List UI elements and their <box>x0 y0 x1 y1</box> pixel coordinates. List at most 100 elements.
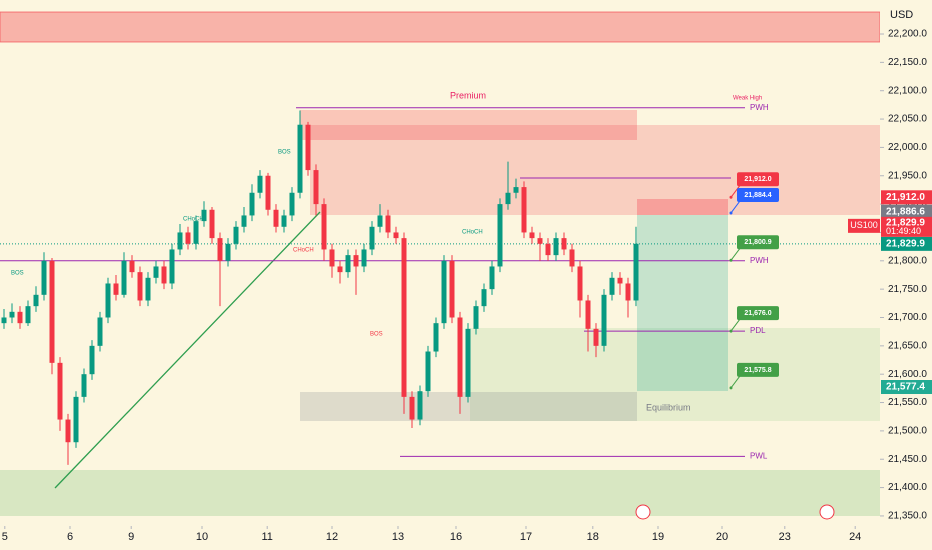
candle-body <box>609 277 615 295</box>
level-label: PWL <box>750 452 768 461</box>
candle-body <box>1 317 7 324</box>
candle-body <box>305 124 311 171</box>
candle-body <box>537 238 543 244</box>
candle-body <box>209 209 215 239</box>
candle-body <box>153 266 159 278</box>
candle-body <box>593 328 599 346</box>
candle-body <box>433 323 439 352</box>
candle-body <box>201 209 207 222</box>
candle-body <box>241 215 247 227</box>
candle-body <box>121 260 127 295</box>
currency: USD <box>890 9 913 21</box>
candle-body <box>353 255 359 267</box>
candle-body <box>473 306 479 329</box>
x-tick-label: 16 <box>450 531 462 543</box>
axis-price-label: 21,886.6 <box>886 206 925 217</box>
candle-body <box>297 124 303 193</box>
current-badge <box>881 216 932 237</box>
candle-body <box>345 255 351 273</box>
candle-body <box>9 311 15 318</box>
candle-body <box>553 238 559 256</box>
box-pointer <box>730 200 741 214</box>
candle-body <box>361 249 367 267</box>
x-tick-label: 11 <box>261 531 272 543</box>
candle-body <box>425 351 431 392</box>
candle-body <box>449 260 455 318</box>
annotation: Weak High <box>733 96 762 102</box>
event-icon[interactable] <box>819 504 835 520</box>
level-box-label: 21,575.8 <box>744 367 771 374</box>
x-tick-label: 17 <box>520 531 532 543</box>
y-tick-label: 21,500.0 <box>888 426 927 437</box>
annotation: BOS <box>370 332 383 338</box>
candle-body <box>337 266 343 273</box>
level-label: PWH <box>750 256 769 265</box>
level-label: PWH <box>750 103 769 112</box>
y-tick-label: 21,800.0 <box>888 255 927 266</box>
annotation: CHoCH <box>293 248 314 254</box>
y-tick-label: 21,650.0 <box>888 340 927 351</box>
annotation: BOS <box>278 150 291 156</box>
candle-body <box>137 272 143 301</box>
price-axis <box>880 0 932 550</box>
candle-body <box>225 243 231 261</box>
candle-body <box>441 260 447 324</box>
y-tick-label: 21,700.0 <box>888 312 927 323</box>
box-pointer <box>730 318 741 332</box>
level-box <box>737 362 779 377</box>
candle-body <box>409 396 415 420</box>
order-block <box>300 110 637 140</box>
y-tick-label: 22,050.0 <box>888 114 927 125</box>
candle-body <box>561 238 567 250</box>
candle-body <box>281 215 287 227</box>
box-anchor <box>729 329 733 333</box>
current-price: 21,829.9 <box>886 217 925 228</box>
candle-body <box>193 221 199 244</box>
axis-price-box <box>881 190 932 205</box>
supply-zone <box>0 11 881 43</box>
candle-body <box>457 317 463 397</box>
candle-body <box>401 238 407 397</box>
candle-body <box>73 396 79 443</box>
candle-body <box>417 391 423 420</box>
countdown: 01:49:40 <box>886 226 921 236</box>
symbol-badge <box>848 218 880 233</box>
level-box <box>737 235 779 250</box>
y-tick-label: 22,100.0 <box>888 85 927 96</box>
candle-body <box>81 374 87 397</box>
y-tick-label: 21,950.0 <box>888 170 927 181</box>
level-box-label: 21,676.0 <box>744 310 771 317</box>
candle-body <box>105 283 111 318</box>
y-tick-label: 22,000.0 <box>888 142 927 153</box>
box-pointer <box>730 185 741 198</box>
candle-body <box>329 249 335 267</box>
y-tick-label: 22,150.0 <box>888 57 927 68</box>
candle-body <box>313 170 319 205</box>
candle-body <box>625 283 631 301</box>
candle-body <box>545 243 551 256</box>
stop-zone <box>637 199 728 215</box>
axis-price-label: 21,829.9 <box>886 238 925 249</box>
candle-body <box>377 215 383 227</box>
candle-body <box>185 232 191 244</box>
x-tick-label: 23 <box>779 531 791 543</box>
candle-body <box>497 204 503 267</box>
box-anchor <box>729 195 733 199</box>
candle-body <box>569 249 575 267</box>
level-label: PDL <box>750 326 766 335</box>
candle-body <box>633 243 639 301</box>
premium-zone <box>310 125 880 215</box>
x-tick-label: 24 <box>849 531 861 543</box>
candle-body <box>113 283 119 295</box>
candle-body <box>481 289 487 307</box>
discount-zone <box>470 328 880 421</box>
event-icon[interactable] <box>635 504 651 520</box>
candle-body <box>169 249 175 284</box>
candle-body <box>505 192 511 205</box>
candle-body <box>257 175 263 193</box>
candle-body <box>217 238 223 261</box>
y-tick-label: 22,200.0 <box>888 29 927 40</box>
symbol: US100 <box>850 220 878 230</box>
box-pointer <box>730 375 741 389</box>
candle-body <box>273 209 279 227</box>
